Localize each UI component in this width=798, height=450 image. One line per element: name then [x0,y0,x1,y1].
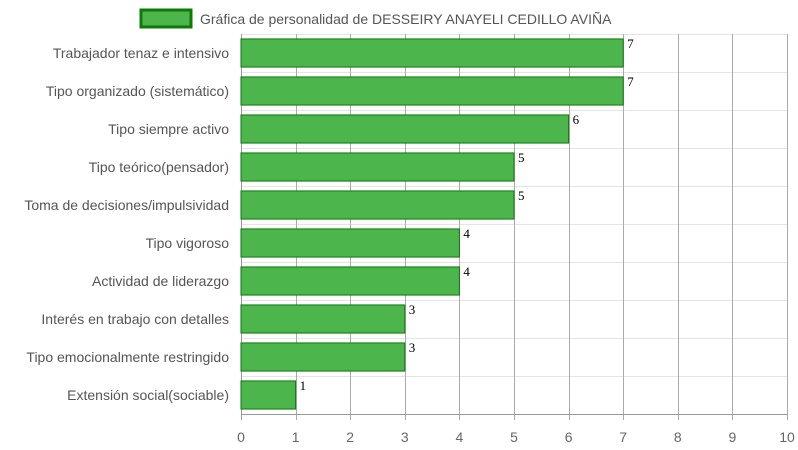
bar[interactable] [240,114,570,144]
legend-label[interactable]: Gráfica de personalidad de DESSEIRY ANAY… [200,11,612,27]
bar[interactable] [240,380,297,410]
category-label: Actividad de liderazgo [92,273,229,289]
bar[interactable] [240,228,460,258]
value-labels: 7 7 6 5 5 4 4 3 3 1 [300,36,635,393]
category-label: Tipo teórico(pensador) [89,159,229,175]
bar[interactable] [240,190,515,220]
x-tick-label: 3 [401,429,409,445]
value-label: 6 [573,112,580,127]
value-label: 3 [409,340,416,355]
value-label: 5 [518,188,525,203]
x-tick-label: 5 [510,429,518,445]
bar[interactable] [240,76,624,106]
x-tick-label: 7 [619,429,627,445]
category-label: Extensión social(sociable) [67,387,229,403]
category-label: Tipo organizado (sistemático) [46,83,229,99]
value-label: 7 [627,36,634,51]
category-label: Tipo emocionalmente restringido [26,349,229,365]
x-tick-label: 0 [237,429,245,445]
x-tick-label: 10 [779,429,795,445]
bar[interactable] [240,38,624,68]
x-tick-label: 6 [565,429,573,445]
legend-swatch[interactable] [139,8,193,29]
x-tick-label: 2 [346,429,354,445]
x-axis-ticks: 0 1 2 3 4 5 6 7 8 9 10 [237,429,795,445]
legend: Gráfica de personalidad de DESSEIRY ANAY… [139,8,612,29]
x-tick-label: 1 [292,429,300,445]
category-label: Tipo siempre activo [108,121,229,137]
value-label: 5 [518,150,525,165]
bar[interactable] [240,342,406,372]
value-label: 1 [300,378,307,393]
category-label: Toma de decisiones/impulsividad [24,197,229,213]
value-label: 3 [409,302,416,317]
value-label: 4 [463,264,470,279]
category-labels: Trabajador tenaz e intensivo Tipo organiz… [24,45,229,403]
x-tick-label: 9 [729,429,737,445]
category-label: Tipo vigoroso [145,235,229,251]
bar[interactable] [240,304,406,334]
x-tick-label: 8 [674,429,682,445]
bars [240,38,624,410]
category-label: Interés en trabajo con detalles [41,311,229,327]
bar[interactable] [240,152,515,182]
category-label: Trabajador tenaz e intensivo [53,45,229,61]
bar[interactable] [240,266,460,296]
value-label: 4 [463,226,470,241]
x-tick-label: 4 [456,429,464,445]
value-label: 7 [627,74,634,89]
